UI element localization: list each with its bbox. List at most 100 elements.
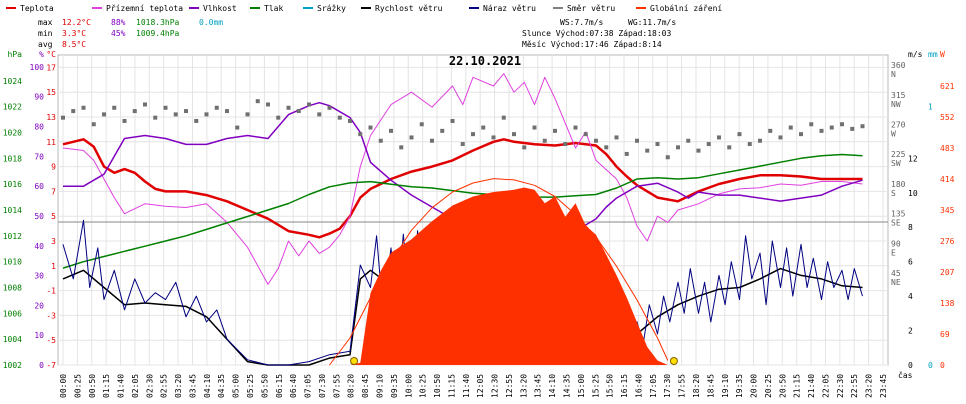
axis-tick-temperature-1: -5: [46, 336, 56, 345]
legend-label-4: Srážky: [317, 4, 346, 13]
axis-label-radiation: W: [940, 50, 945, 59]
series-pressure: [62, 153, 863, 269]
wind-direction-dot-0: [61, 115, 65, 120]
wind-direction-dot-14: [204, 112, 209, 117]
wind-direction-dot-61: [686, 138, 691, 143]
x-tick-20: 08:20: [347, 374, 356, 398]
wind-direction-dot-56: [635, 138, 639, 143]
axis-tick-humidity-7: 70: [34, 152, 44, 161]
info-block: WS:7.7m/s WG:11.7m/s Slunce Východ:07:38…: [522, 18, 676, 49]
axis-tick-pressure-1: 1004: [3, 335, 22, 344]
legend-label-2: Vlhkost: [203, 4, 237, 13]
wind-direction-dot-29: [358, 132, 363, 137]
x-axis: 00:00 00:25 00:50 01:15 01:40 02:05 02:30 02:55…: [59, 374, 888, 398]
axis-tick-wind_speed-4: 8: [908, 223, 913, 232]
axis-tick-wind_speed-5: 10: [908, 189, 918, 198]
axis-tick-humidity-3: 30: [34, 272, 44, 281]
wind-direction-dot-43: [501, 115, 506, 120]
x-tick-52: 21:40: [807, 374, 816, 398]
wind-direction-dot-48: [553, 128, 557, 133]
stats-min-humidity: 45%: [111, 29, 126, 38]
axis-tick-wind_speed-0: 0: [908, 361, 913, 370]
x-tick-38: 15:50: [606, 374, 615, 398]
x-tick-16: 06:40: [289, 374, 298, 398]
axis-tick-temperature-3: -1: [46, 287, 56, 296]
axis-tick-temperature-11: 15: [46, 88, 56, 97]
axis-tick-temperature-0: -7: [46, 361, 56, 370]
axis-tick-pressure-6: 1014: [3, 206, 22, 215]
axis-tick-wind_speed-2: 4: [908, 292, 913, 301]
axis-tick-radiation-2: 138: [940, 299, 955, 308]
wind-direction-dot-71: [788, 125, 793, 130]
info-moon: Měsíc Východ:17:46 Západ:8:14: [522, 40, 662, 49]
axis-tick-wind-deg-5: 270: [891, 121, 906, 130]
wind-direction-dot-78: [860, 124, 865, 129]
wind-direction-dot-44: [512, 132, 516, 137]
x-tick-9: 03:45: [188, 374, 197, 398]
wind-direction-dot-24: [307, 102, 311, 107]
x-tick-36: 15:00: [577, 374, 586, 398]
legend-label-6: Náraz větru: [483, 4, 536, 13]
axes: hPa1002100410061008101010121014101610181…: [3, 50, 955, 370]
series-temperature: [62, 138, 863, 239]
wind-direction-dot-74: [819, 128, 824, 133]
axis-label-pressure: hPa: [8, 50, 23, 59]
wind-direction-dot-3: [91, 122, 96, 127]
x-tick-4: 01:40: [117, 374, 126, 398]
x-tick-22: 09:10: [375, 374, 384, 398]
axis-tick-radiation-0: 0: [940, 361, 945, 370]
axis-label-humidity: %: [39, 50, 44, 59]
axis-tick-wind-deg-3: 180: [891, 180, 906, 189]
x-tick-10: 04:10: [203, 374, 212, 398]
wind-direction-dot-62: [696, 148, 701, 153]
stats-avg-label: avg: [38, 40, 53, 49]
x-tick-44: 18:20: [692, 374, 701, 398]
axis-tick-wind-dir-1: E: [891, 248, 896, 257]
info-wind-speed: WS:7.7m/s: [560, 18, 604, 27]
wind-direction-dot-36: [430, 138, 434, 143]
wind-direction-dot-38: [450, 118, 455, 123]
wind-direction-dot-40: [471, 132, 475, 137]
axis-tick-humidity-5: 50: [34, 212, 44, 221]
stats-max-label: max: [38, 18, 53, 27]
wind-direction-dot-6: [122, 118, 127, 123]
axis-tick-wind-deg-1: 90: [891, 239, 901, 248]
x-tick-26: 10:50: [433, 374, 442, 398]
x-tick-32: 13:20: [519, 374, 528, 398]
axis-tick-rain-1: 1: [928, 103, 933, 112]
axis-tick-wind-deg-2: 135: [891, 210, 906, 219]
axis-tick-pressure-8: 1018: [3, 154, 22, 163]
axis-tick-humidity-0: 0: [39, 361, 44, 370]
wind-direction-dot-50: [573, 125, 578, 130]
axis-tick-temperature-9: 11: [46, 138, 56, 147]
x-tick-41: 17:05: [649, 374, 658, 398]
stats-min-label: min: [38, 29, 53, 38]
axis-tick-wind-dir-2: SE: [891, 219, 901, 228]
x-tick-8: 03:20: [174, 374, 183, 398]
x-tick-51: 21:15: [793, 374, 802, 398]
x-tick-39: 16:15: [620, 374, 629, 398]
wind-direction-dot-68: [758, 138, 762, 143]
axis-tick-wind-dir-4: SW: [891, 159, 901, 168]
legend-label-1: Přízemní teplota: [106, 4, 183, 13]
x-tick-42: 17:30: [663, 374, 672, 398]
axis-tick-radiation-9: 621: [940, 82, 955, 91]
wind-direction-dot-49: [563, 142, 568, 147]
info-sun: Slunce Východ:07:38 Západ:18:03: [522, 29, 671, 38]
x-tick-19: 07:55: [332, 374, 341, 398]
x-tick-6: 02:30: [145, 374, 154, 398]
x-tick-14: 05:50: [260, 374, 269, 398]
axis-tick-radiation-7: 483: [940, 144, 955, 153]
wind-direction-dot-33: [399, 145, 404, 150]
x-tick-7: 02:55: [160, 374, 169, 398]
series-radiation: [329, 187, 668, 365]
axis-tick-humidity-2: 20: [34, 301, 44, 310]
x-tick-35: 14:35: [563, 374, 572, 398]
x-tick-53: 22:05: [821, 374, 830, 398]
x-tick-37: 15:25: [591, 374, 600, 398]
wind-direction-dot-41: [481, 125, 486, 130]
x-tick-0: 00:00: [59, 374, 68, 398]
axis-tick-wind-deg-6: 315: [891, 91, 906, 100]
wind-direction-dot-4: [102, 112, 106, 117]
